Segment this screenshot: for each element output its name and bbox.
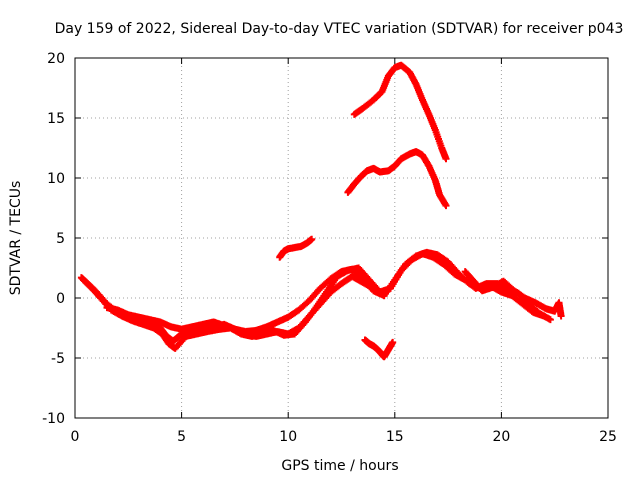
plus-markers [344, 148, 450, 210]
x-tick-label: 15 [386, 429, 404, 445]
series-arc-low [361, 336, 397, 361]
y-tick-label: -10 [42, 411, 65, 427]
series-arc-main-b [80, 250, 554, 352]
grid [74, 57, 609, 419]
x-tick-label: 20 [492, 429, 510, 445]
plus-markers [361, 336, 397, 361]
series-arc-upper-2 [344, 148, 450, 210]
plus-markers [461, 268, 565, 320]
x-tick-label: 5 [177, 429, 186, 445]
series-arc-upper-1 [350, 61, 450, 163]
y-axis-label: SDTVAR / TECUs [8, 181, 24, 296]
x-axis-label: GPS time / hours [281, 458, 398, 474]
chart-title: Day 159 of 2022, Sidereal Day-to-day VTE… [55, 21, 624, 37]
plus-markers [276, 235, 316, 261]
data-series [77, 61, 565, 361]
x-tick-label: 0 [71, 429, 80, 445]
y-tick-label: 20 [47, 51, 65, 67]
plot-frame [74, 57, 609, 419]
series-arc-main-c [103, 265, 388, 336]
plus-markers [350, 61, 450, 163]
plus-markers [80, 250, 554, 352]
y-tick-label: 10 [47, 171, 65, 187]
x-tick-label: 10 [279, 429, 297, 445]
axes: 0 5 10 15 20 25 -10 -5 0 5 10 15 20 [42, 51, 617, 445]
y-tick-label: -5 [51, 351, 65, 367]
y-tick-label: 0 [56, 291, 65, 307]
y-tick-label: 15 [47, 111, 65, 127]
plus-markers [103, 265, 388, 336]
x-tick-label: 25 [599, 429, 617, 445]
series-arc-mid [276, 235, 316, 261]
series-arc-tail [461, 268, 565, 320]
y-tick-label: 5 [56, 231, 65, 247]
